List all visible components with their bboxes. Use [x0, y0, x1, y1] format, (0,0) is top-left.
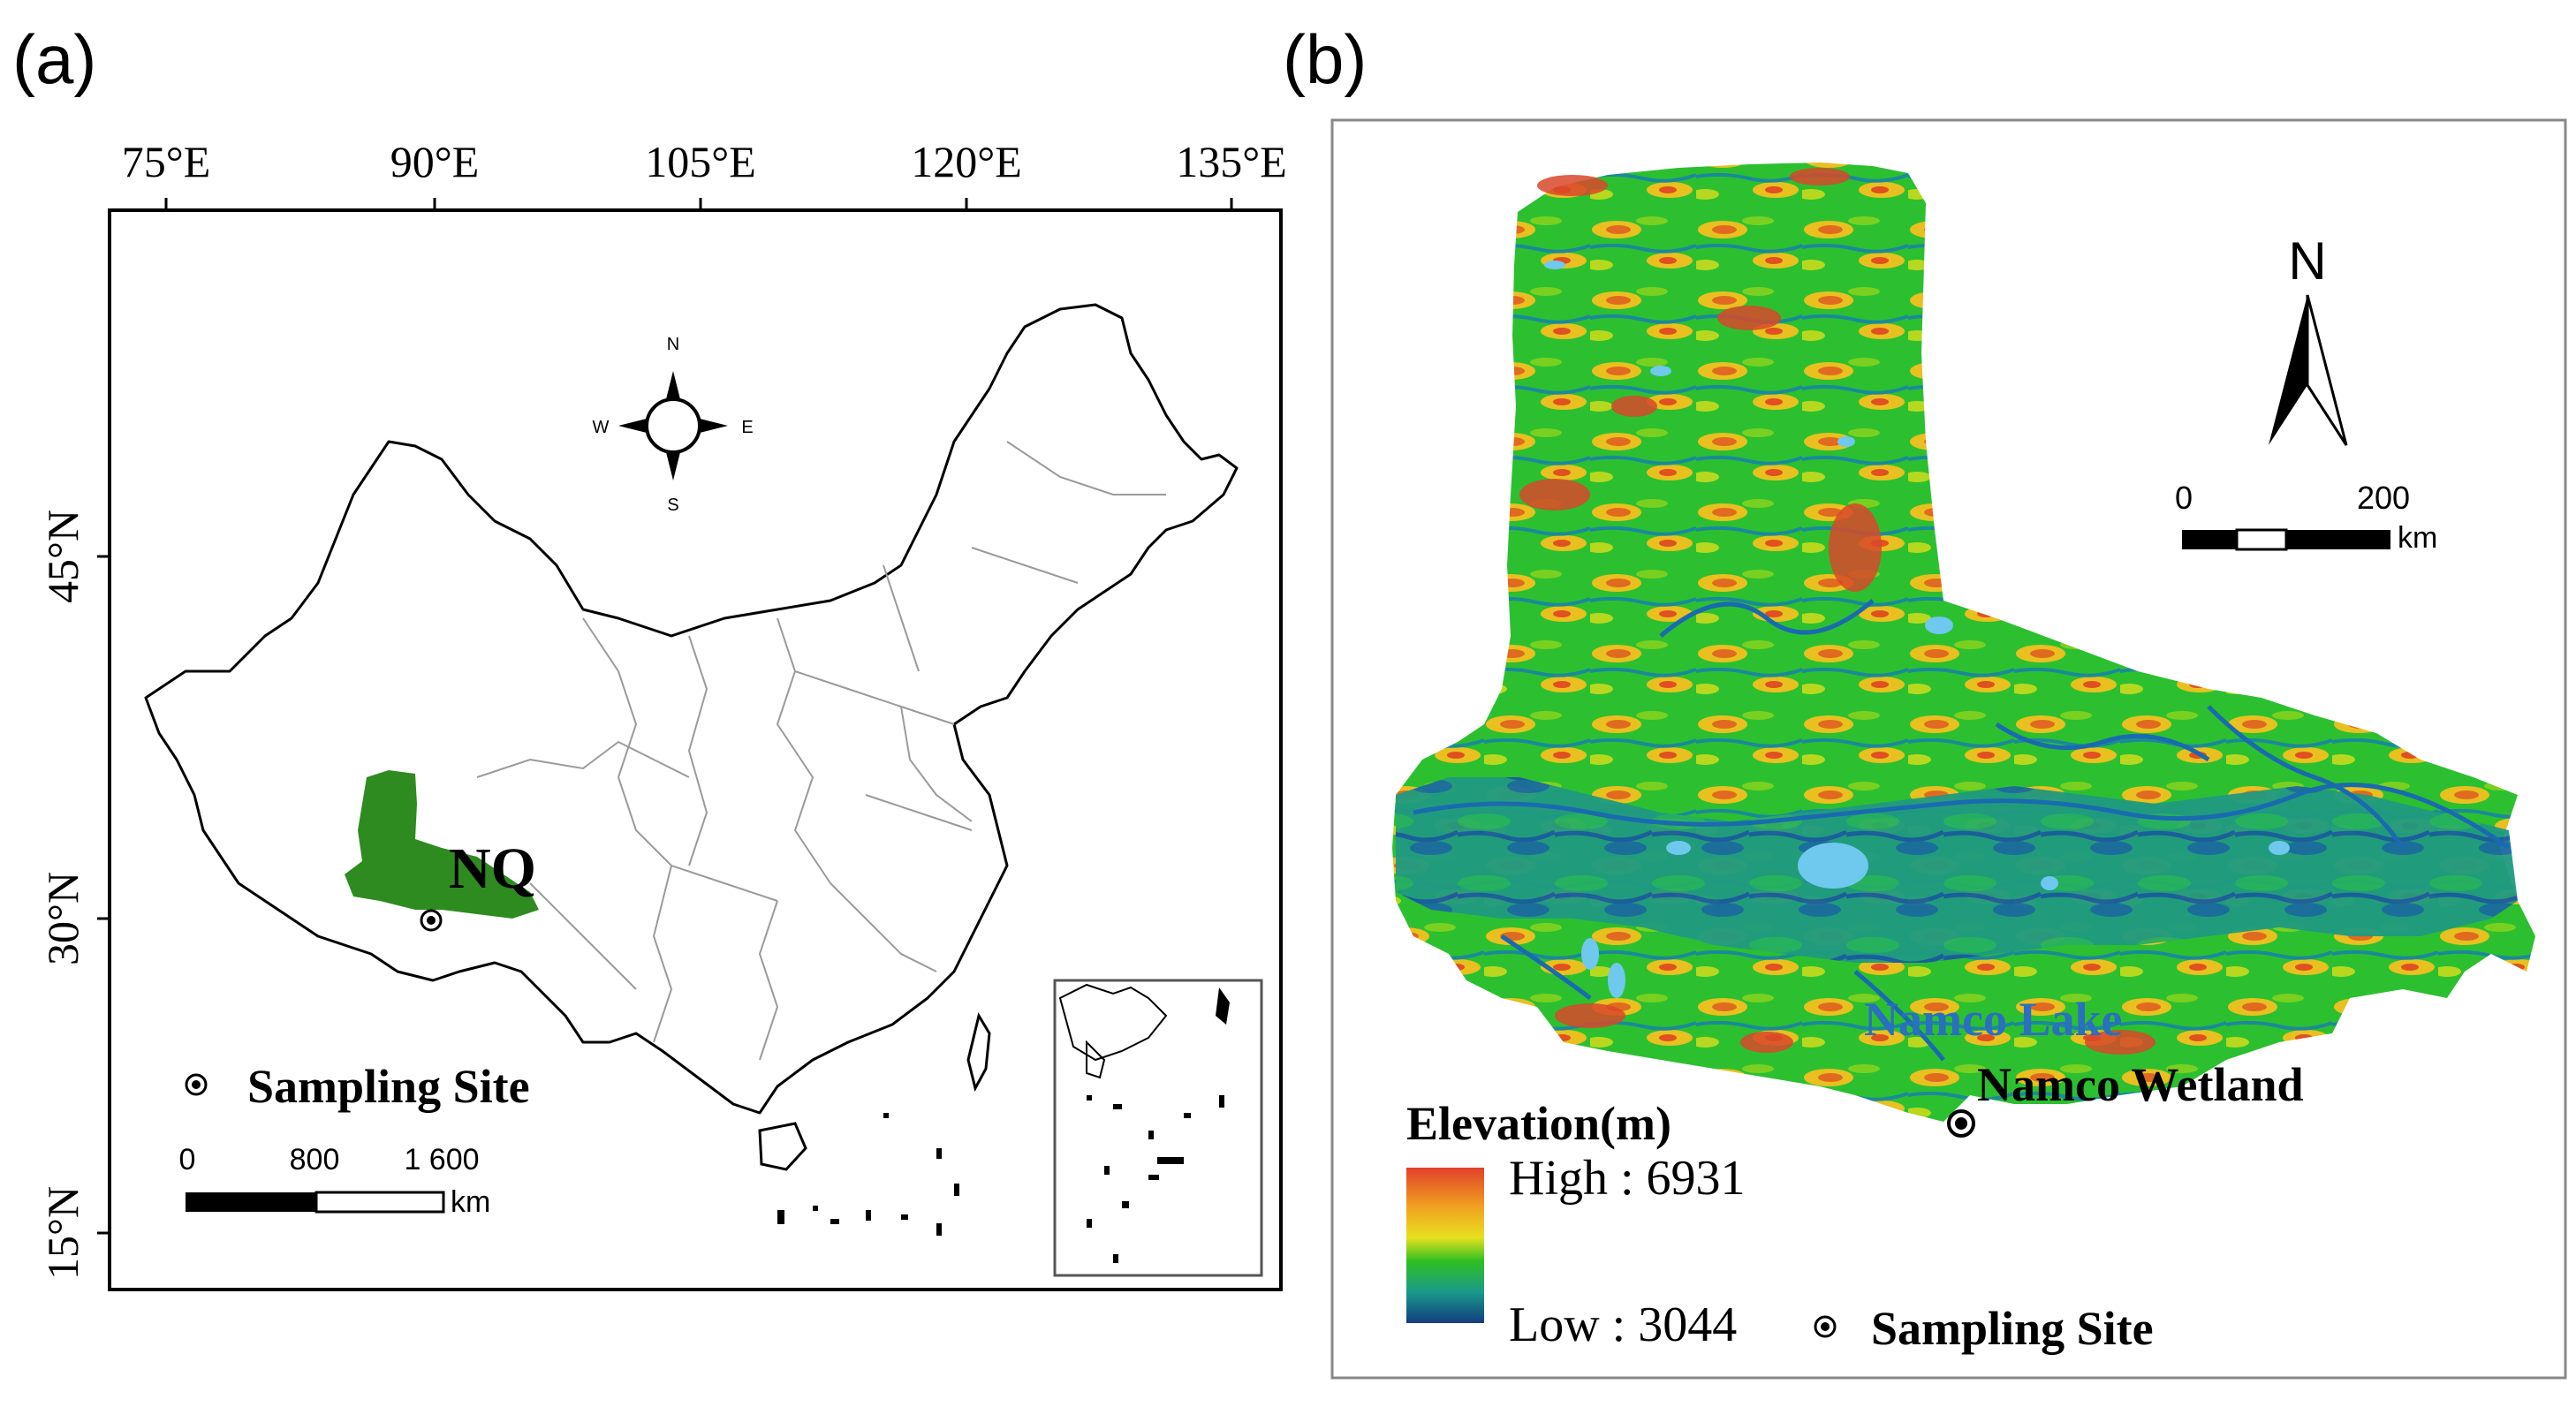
- scale-a-1600: 1 600: [404, 1143, 479, 1176]
- scale-bar-b: 0 200 km: [2175, 480, 2437, 555]
- sea-islands: [777, 1113, 959, 1236]
- elevation-title: Elevation(m): [1406, 1097, 1671, 1150]
- elevation-high: High : 6931: [1509, 1151, 1746, 1206]
- compass-w: W: [593, 418, 610, 437]
- namco-wetland-label: Namco Wetland: [1977, 1058, 2304, 1111]
- high-peaks: [1519, 168, 2156, 1055]
- lon-tick-120: 120°E: [911, 137, 1022, 186]
- lat-tick-30: 30°N: [38, 872, 87, 965]
- lon-tick-marks: [97, 198, 1233, 1235]
- lat-tick-45: 45°N: [38, 510, 87, 603]
- compass-n: N: [667, 335, 679, 354]
- sampling-site-marker-b: [1947, 1109, 1975, 1138]
- elevation-low: Low : 3044: [1509, 1297, 1737, 1352]
- compass-e: E: [741, 418, 753, 437]
- legend-sampling-b-text: Sampling Site: [1871, 1302, 2154, 1355]
- legend-sampling-a-text: Sampling Site: [247, 1060, 530, 1113]
- lon-tick-90: 90°E: [390, 137, 480, 186]
- rivers: [1413, 599, 2511, 1062]
- lon-tick-75: 75°E: [122, 137, 211, 186]
- legend-sampling-b: Sampling Site: [1814, 1302, 2154, 1355]
- panel-b-map: N 0 200 km Namco Lake Namco Wetland Elev…: [1330, 118, 2567, 1380]
- scale-b-200: 200: [2357, 480, 2410, 516]
- compass-s: S: [667, 495, 678, 515]
- scale-a-unit: km: [451, 1185, 490, 1219]
- scale-b-0: 0: [2175, 480, 2193, 516]
- scale-bar-a: 0 800 1 600 km: [179, 1143, 491, 1219]
- compass-rose: N S W E: [593, 335, 754, 515]
- nq-region: [345, 770, 539, 919]
- scale-a-0: 0: [179, 1143, 196, 1176]
- panel-a-map: 75°E 90°E 105°E 120°E 135°E 45°N 30°N 15…: [38, 137, 1287, 1291]
- sampling-site-marker-a: [420, 909, 443, 932]
- lakes: [1544, 261, 2290, 998]
- legend-sampling-a: Sampling Site: [185, 1060, 530, 1113]
- scale-a-800: 800: [290, 1143, 340, 1176]
- taiwan-island: [966, 1012, 991, 1093]
- elevation-gradient: [1406, 1168, 1484, 1323]
- panel-a-label: (a): [12, 20, 97, 98]
- north-arrow: N: [2269, 231, 2348, 446]
- north-label: N: [2288, 231, 2326, 291]
- namco-lake-label: Namco Lake: [1864, 993, 2122, 1046]
- lat-tick-15: 15°N: [38, 1186, 87, 1280]
- lon-tick-105: 105°E: [645, 137, 756, 186]
- province-boundaries: [476, 441, 1166, 1061]
- china-outline: [144, 303, 1239, 1115]
- panel-b-label: (b): [1283, 20, 1368, 98]
- nq-label: NQ: [449, 836, 536, 901]
- lon-tick-135: 135°E: [1176, 137, 1287, 186]
- scale-b-unit: km: [2398, 521, 2437, 555]
- inset-map: [1053, 979, 1263, 1277]
- hainan-island: [758, 1122, 807, 1171]
- map-a-frame: [108, 208, 1283, 1291]
